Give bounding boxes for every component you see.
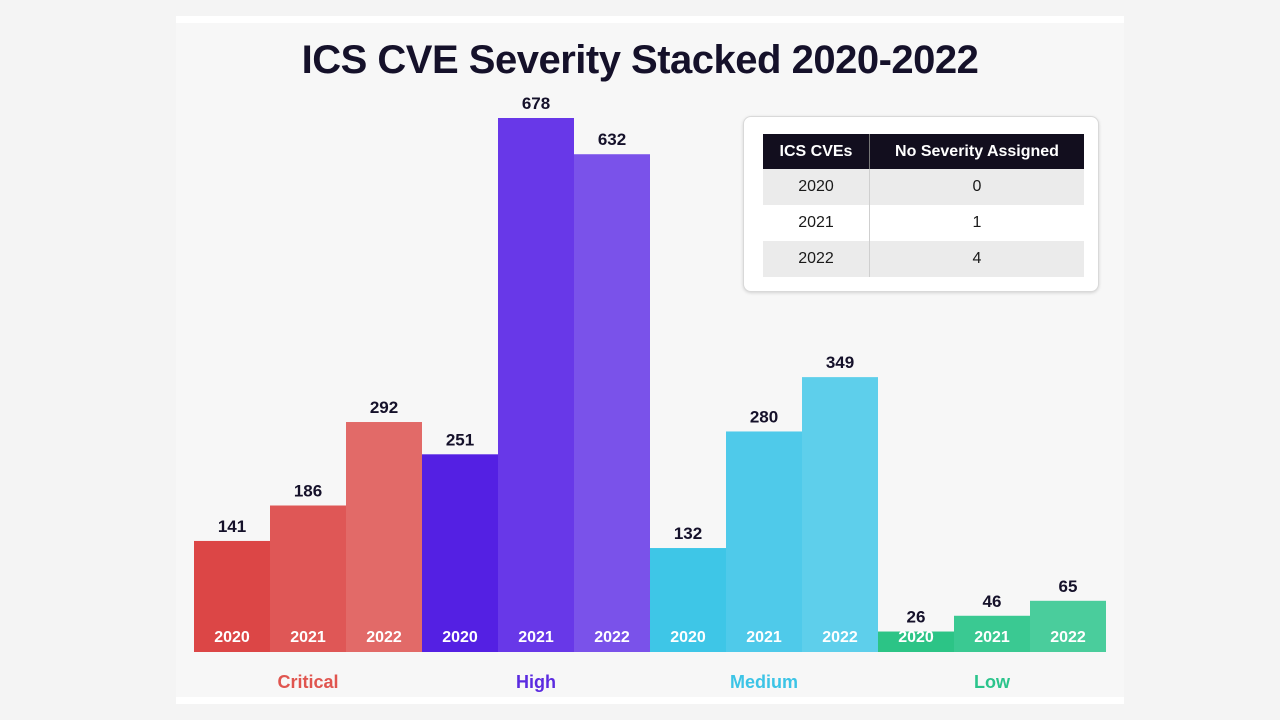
bar-value-label: 132: [674, 524, 702, 543]
bar-value-label: 292: [370, 398, 398, 417]
bar-value-label: 141: [218, 517, 246, 536]
table-cell-count: 1: [869, 205, 1084, 241]
bar: [194, 540, 270, 652]
table-cell-count: 4: [869, 241, 1084, 277]
table-cell-year: 2022: [763, 241, 870, 277]
table-cell-count: 0: [869, 169, 1084, 205]
bar-year-label: 2020: [670, 629, 706, 646]
bar-year-label: 2021: [518, 629, 554, 646]
bar-year-label: 2021: [290, 629, 326, 646]
category-label: Critical: [277, 672, 338, 692]
chart-title: ICS CVE Severity Stacked 2020-2022: [301, 38, 979, 82]
no-severity-table-card: ICS CVEs No Severity Assigned 2020 0 202…: [743, 116, 1099, 292]
category-label: High: [516, 672, 556, 692]
bar: [422, 454, 498, 652]
bar-value-label: 678: [522, 94, 550, 113]
bar-year-label: 2022: [594, 629, 630, 646]
table-cell-year: 2021: [763, 205, 870, 241]
table-row: 2020 0: [763, 169, 1084, 205]
bar-year-label: 2022: [366, 629, 402, 646]
bar: [1030, 600, 1106, 652]
table-row: 2021 1: [763, 205, 1084, 241]
bar: [954, 615, 1030, 652]
bar: [574, 154, 650, 652]
table-cell-year: 2020: [763, 169, 870, 205]
table-row: 2022 4: [763, 241, 1084, 277]
table-header-no-severity: No Severity Assigned: [869, 134, 1084, 169]
bar-value-label: 186: [294, 482, 322, 501]
bar: [346, 422, 422, 652]
category-label: Low: [974, 672, 1011, 692]
table-header-row: ICS CVEs No Severity Assigned: [763, 134, 1084, 169]
bar-value-label: 65: [1059, 577, 1078, 596]
bar-year-label: 2020: [442, 629, 478, 646]
bar: [726, 431, 802, 652]
bar-value-label: 349: [826, 353, 854, 372]
no-severity-table: ICS CVEs No Severity Assigned 2020 0 202…: [763, 134, 1084, 277]
category-label: Medium: [730, 672, 798, 692]
bar: [878, 631, 954, 652]
bar-year-label: 2021: [974, 629, 1010, 646]
bar: [498, 118, 574, 652]
bar-year-label: 2022: [1050, 629, 1086, 646]
bar: [270, 505, 346, 652]
bar-value-label: 26: [907, 608, 926, 627]
bar-value-label: 632: [598, 130, 626, 149]
bar-value-label: 251: [446, 430, 474, 449]
bar-value-label: 280: [750, 407, 778, 426]
bar-year-label: 2022: [822, 629, 858, 646]
bar-year-label: 2020: [214, 629, 250, 646]
bar: [802, 377, 878, 652]
bar-year-label: 2020: [898, 629, 934, 646]
bar-value-label: 46: [983, 592, 1002, 611]
bar-year-label: 2021: [746, 629, 782, 646]
bar: [650, 548, 726, 652]
table-header-ics-cves: ICS CVEs: [763, 134, 870, 169]
